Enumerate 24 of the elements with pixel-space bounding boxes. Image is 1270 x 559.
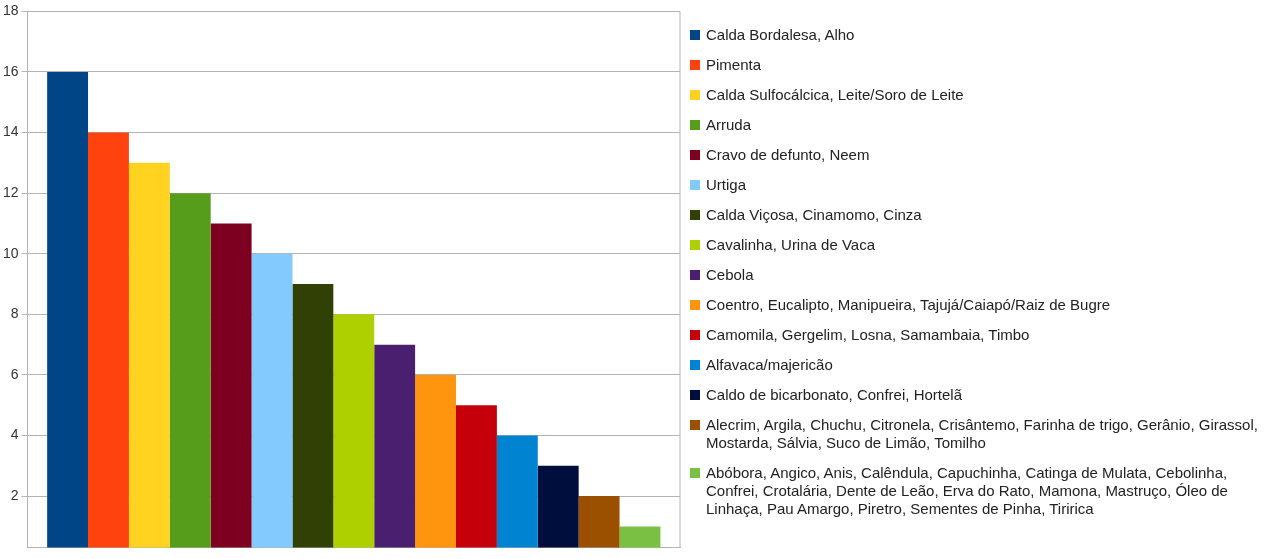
y-tick-label: 12 [2,184,19,201]
y-tick-label: 14 [2,123,19,140]
y-tick-label: 16 [2,62,19,79]
legend-label: Calda Bordalesa, Alho [706,26,855,44]
legend-label: Calda Viçosa, Cinamomo, Cinza [706,206,922,224]
legend-label: Camomila, Gergelim, Losna, Samambaia, Timbo [706,326,1030,344]
legend-label: Calda Sulfocálcica, Leite/Soro de Leite [706,86,964,104]
y-tick-label: 4 [10,426,19,443]
legend-label: Alecrim, Argila, Chuchu, Citronela, Crisântemo, Farinha de trigo, Gerânio, Girassol, Mostarda, Sálvia, Suco de Limão, Tomilho [706,416,1259,452]
legend-label: Arruda [706,116,752,134]
legend-label: Urtiga [706,176,747,194]
y-tick-label: 18 [2,2,19,19]
legend-label: Caldo de bicarbonato, Confrei, Hortelã [706,386,962,404]
y-tick-label: 10 [2,244,19,261]
legend-label: Alfavaca/majericão [706,356,833,374]
legend-label: Pimenta [706,56,762,74]
legend-label: Cravo de defunto, Neem [706,146,870,164]
legend-label: Abóbora, Angico, Anis, Calêndula, Capuchinha, Catinga de Mulata, Cebolinha, Confrei, Crotalária, Dente de Leão, Erva do Rato, Mamona, Mastruço, Óleo de Linhaça, Pau Amargo, Piretro, Sementes de Pinha, Tiririca [706,464,1229,518]
legend-label: Cebola [706,266,754,284]
legend-label: Cavalinha, Urina de Vaca [706,236,875,254]
y-tick-label: 6 [10,365,19,382]
y-tick-label: 2 [10,486,19,503]
y-tick-label: 8 [10,305,19,322]
legend-label: Coentro, Eucalipto, Manipueira, Tajujá/Caiapó/Raiz de Bugre [706,296,1111,314]
